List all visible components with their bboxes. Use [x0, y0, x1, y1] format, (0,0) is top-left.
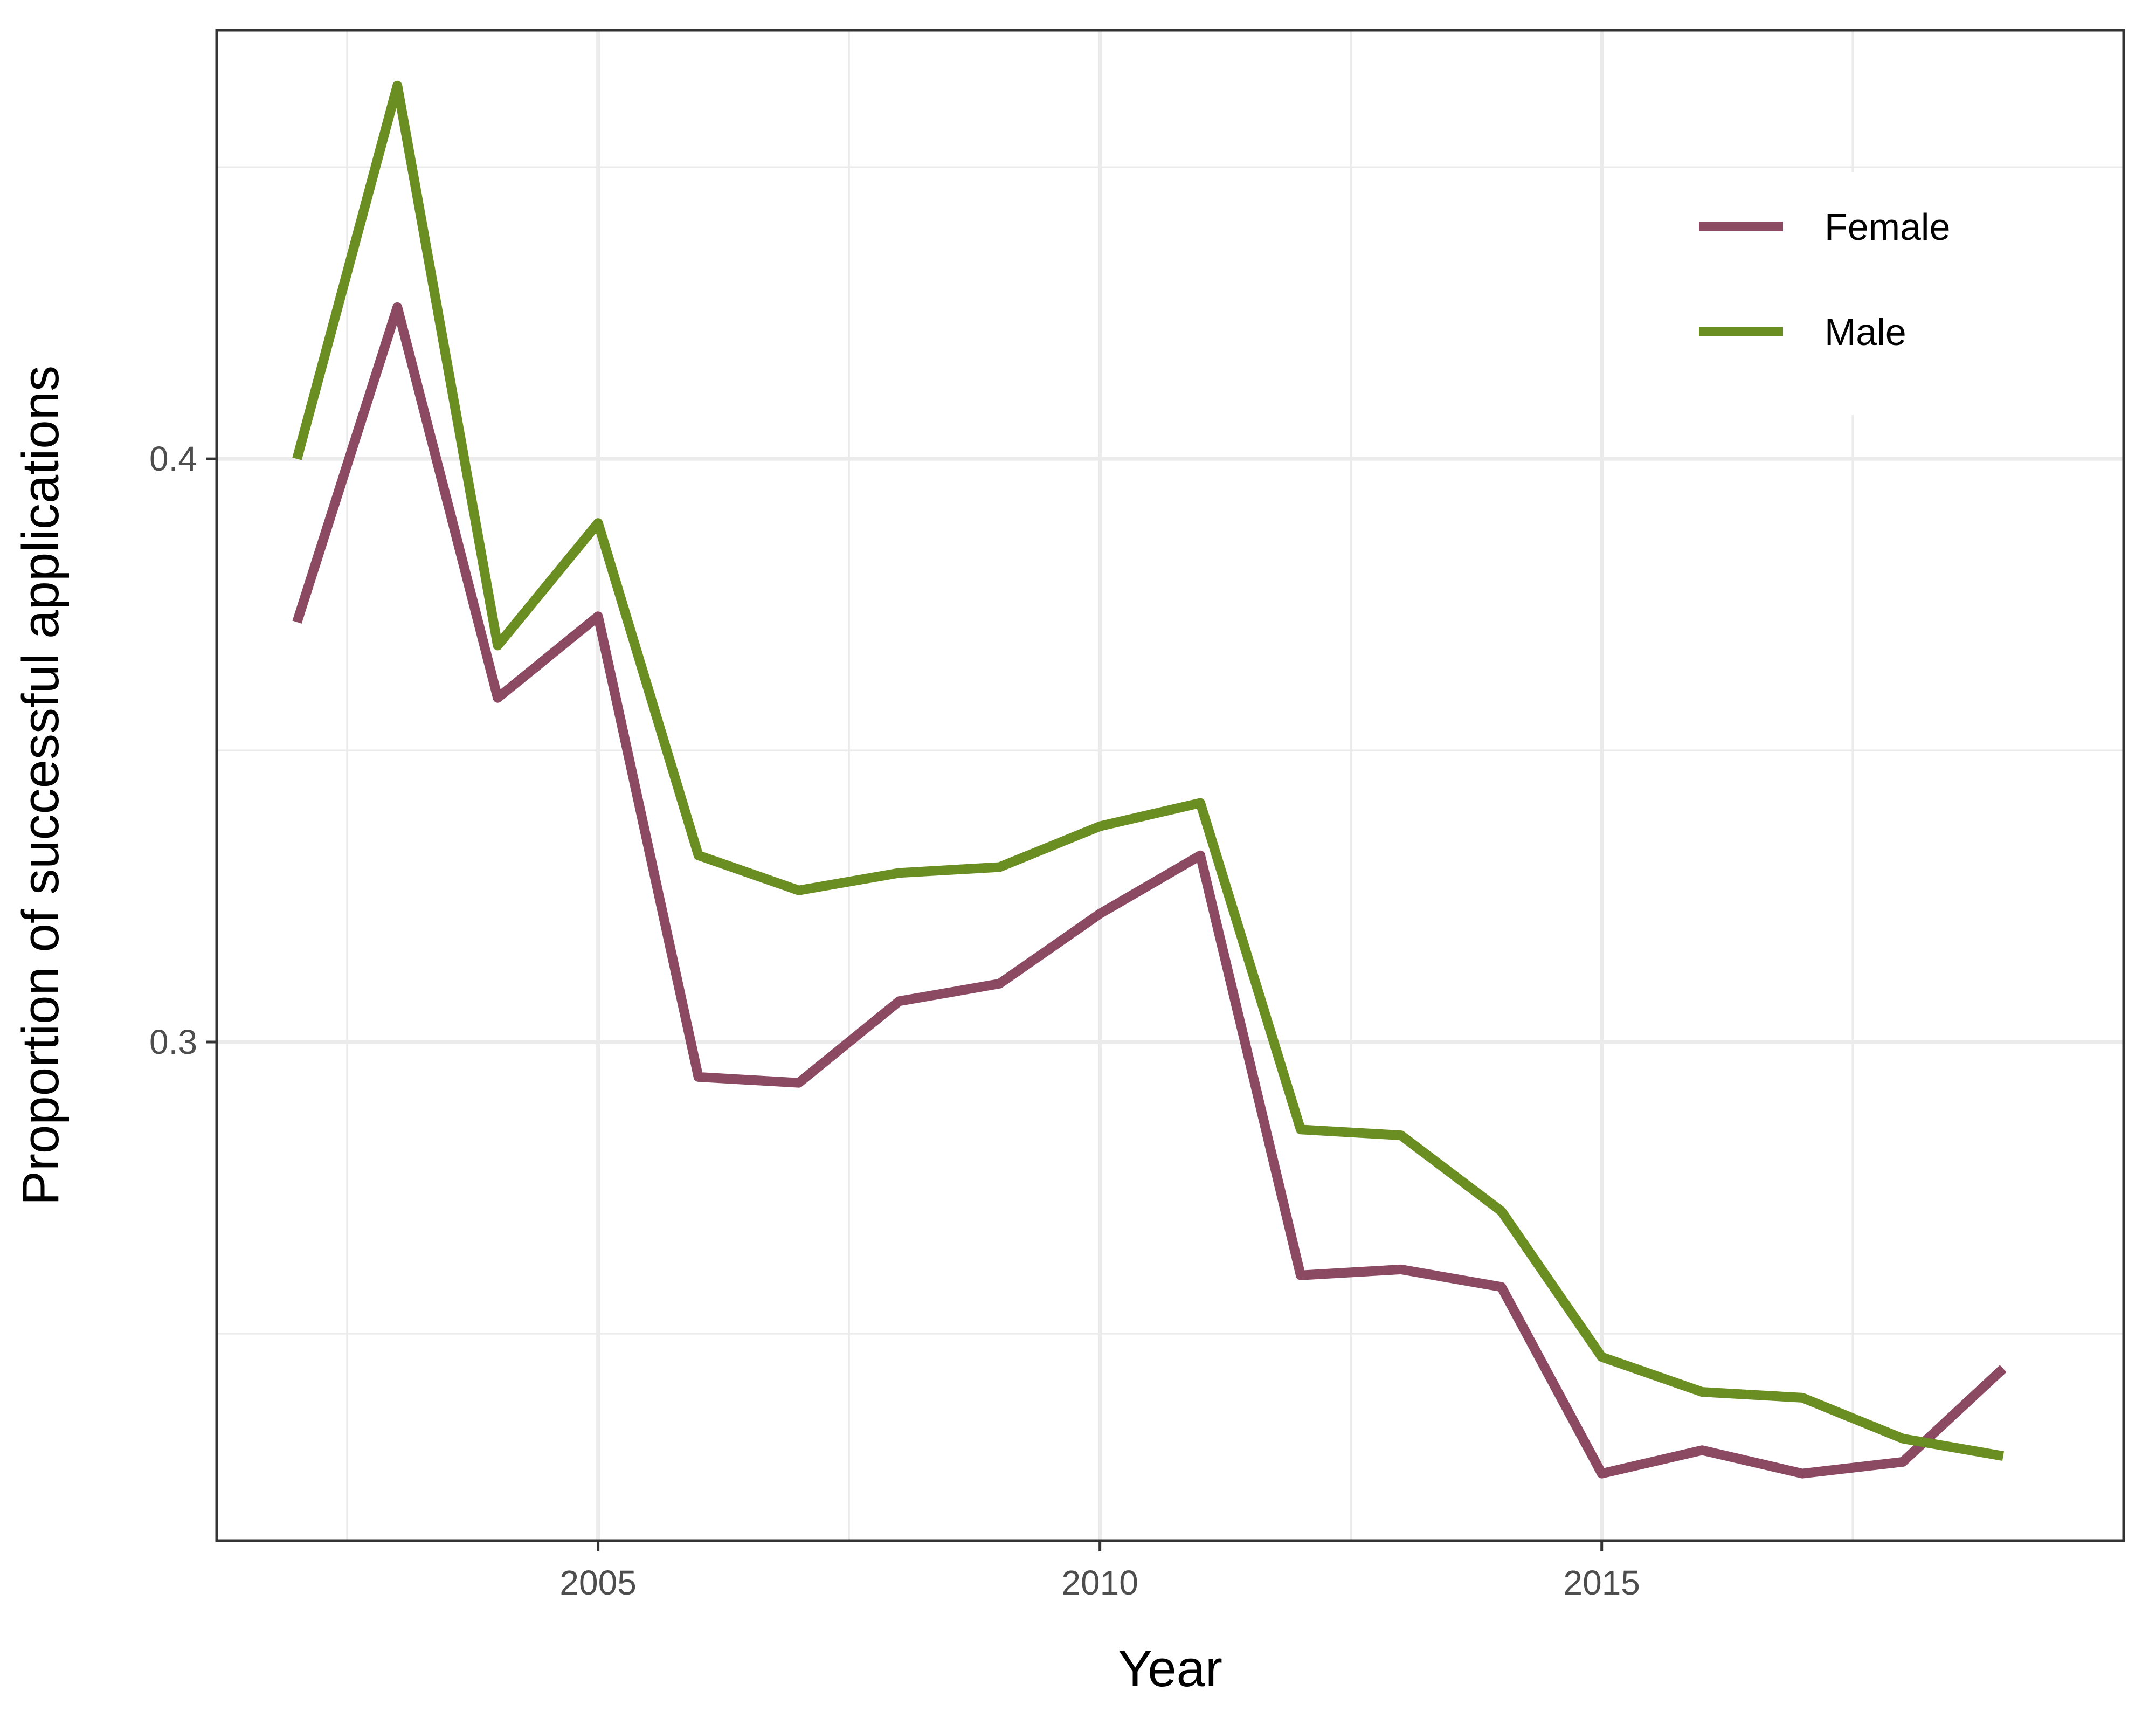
y-axis-title: Proportion of successful applications — [12, 365, 70, 1205]
x-tick-label: 2005 — [559, 1563, 636, 1602]
panel-border — [215, 29, 2125, 1542]
x-tick-label: 2015 — [1564, 1563, 1640, 1602]
x-tick-label: 2010 — [1061, 1563, 1138, 1602]
series-line-male — [292, 80, 2005, 1461]
grid-lines — [217, 30, 2124, 1541]
series-line-female — [292, 302, 2007, 1479]
legend: Female Male — [1649, 172, 2037, 415]
legend-label-female: Female — [1825, 206, 1950, 248]
legend-label-male: Male — [1825, 311, 1906, 353]
series-lines — [292, 80, 2007, 1479]
tick-labels: 2005 2010 2015 0.3 0.4 — [149, 439, 1640, 1602]
x-axis-title: Year — [1118, 1640, 1222, 1698]
axis-ticks — [206, 457, 1604, 1551]
y-tick-label: 0.3 — [149, 1023, 197, 1061]
legend-background — [1649, 172, 2037, 415]
y-tick-label: 0.4 — [149, 439, 197, 478]
